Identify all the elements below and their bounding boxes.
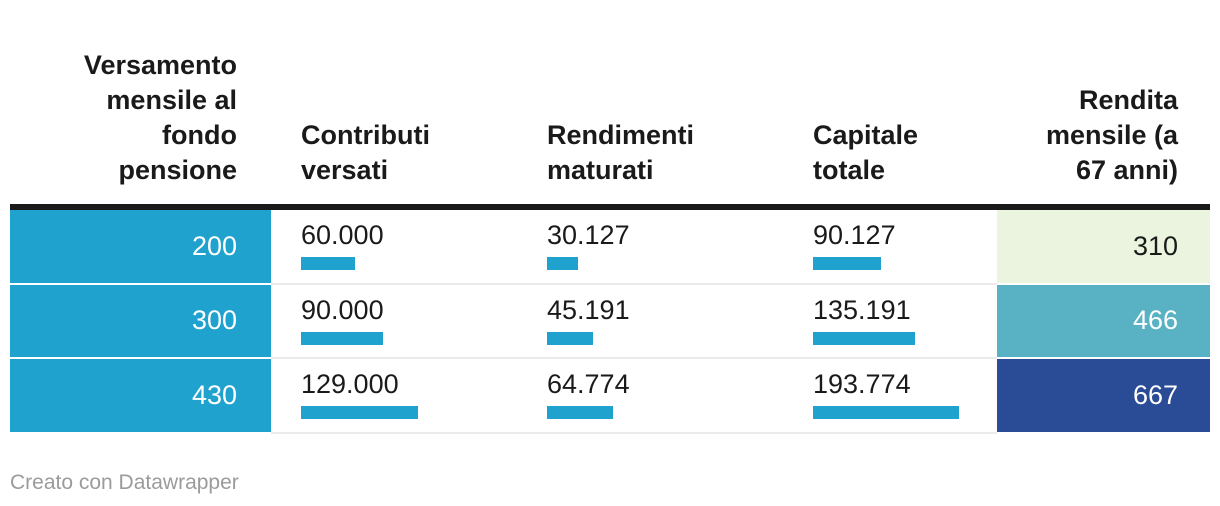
value-bar <box>301 406 418 419</box>
cell-rendimenti: 30.127 <box>547 210 813 285</box>
cell-contributi: 90.000 <box>271 284 547 359</box>
table-header-row: Versamento mensile al fondo pensione Con… <box>10 48 1210 210</box>
pension-table: Versamento mensile al fondo pensione Con… <box>10 48 1210 434</box>
value-bar <box>547 331 593 345</box>
header-label: Rendimenti maturati <box>547 120 695 185</box>
value-bar <box>547 406 613 419</box>
cell-value: 64.774 <box>547 369 630 399</box>
value-bar <box>813 257 881 270</box>
header-rendimenti-maturati: Rendimenti maturati <box>547 118 813 188</box>
cell-rendita: 466 <box>997 284 1210 359</box>
header-label: Contributi versati <box>301 120 430 185</box>
header-rendita-mensile: Rendita mensile (a 67 anni) <box>997 83 1210 188</box>
header-label: Rendita mensile (a 67 anni) <box>1045 85 1178 185</box>
cell-value: 60.000 <box>301 220 384 250</box>
value-bar <box>547 257 578 270</box>
value-bar <box>301 257 355 270</box>
cell-versamento: 300 <box>10 284 271 359</box>
cell-capitale: 193.774 <box>813 359 997 434</box>
cell-value: 129.000 <box>301 369 399 399</box>
header-label: Capitale totale <box>813 120 919 185</box>
cell-rendimenti: 45.191 <box>547 284 813 359</box>
cell-value: 135.191 <box>813 294 911 325</box>
cell-contributi: 60.000 <box>271 210 547 285</box>
cell-value: 193.774 <box>813 369 911 399</box>
cell-rendimenti: 64.774 <box>547 359 813 434</box>
cell-capitale: 135.191 <box>813 284 997 359</box>
header-contributi-versati: Contributi versati <box>271 118 547 188</box>
table-row: 300 90.000 45.191 135.191 466 <box>10 284 1210 359</box>
cell-value: 30.127 <box>547 220 630 250</box>
cell-rendita: 667 <box>997 359 1210 434</box>
cell-versamento: 430 <box>10 359 271 434</box>
cell-versamento: 200 <box>10 210 271 285</box>
table-footer: Creato con Datawrapper <box>10 470 239 496</box>
value-bar <box>301 331 383 345</box>
header-capitale-totale: Capitale totale <box>813 118 997 188</box>
value-bar <box>813 331 915 345</box>
cell-rendita: 310 <box>997 210 1210 285</box>
table-row: 430 129.000 64.774 193.774 667 <box>10 359 1210 434</box>
table-row: 200 60.000 30.127 90.127 310 <box>10 210 1210 285</box>
cell-capitale: 90.127 <box>813 210 997 285</box>
header-label: Versamento mensile al fondo pensione <box>83 50 237 185</box>
header-versamento-mensile: Versamento mensile al fondo pensione <box>10 48 271 188</box>
cell-value: 90.000 <box>301 294 384 325</box>
cell-value: 45.191 <box>547 294 630 325</box>
value-bar <box>813 406 959 419</box>
datawrapper-credit-link[interactable]: Creato con Datawrapper <box>10 471 239 494</box>
cell-value: 90.127 <box>813 220 896 250</box>
cell-contributi: 129.000 <box>271 359 547 434</box>
